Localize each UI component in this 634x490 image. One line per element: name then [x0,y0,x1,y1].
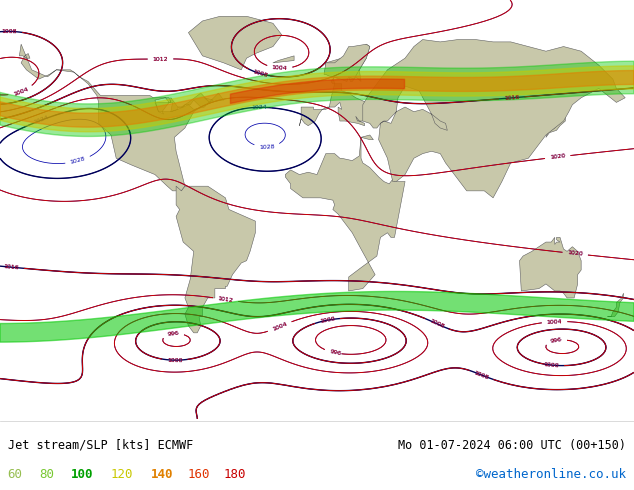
Text: 1008: 1008 [252,69,269,78]
Text: Mo 01-07-2024 06:00 UTC (00+150): Mo 01-07-2024 06:00 UTC (00+150) [398,439,626,452]
Text: 1024: 1024 [33,115,49,125]
Text: 1012: 1012 [153,56,168,62]
Text: 1000: 1000 [167,358,183,363]
Text: 1004: 1004 [271,321,288,332]
Text: 996: 996 [550,337,562,344]
Text: 1012: 1012 [217,296,234,303]
Text: 996: 996 [550,337,562,344]
Text: 1008: 1008 [474,370,489,380]
Text: 1016: 1016 [504,95,520,101]
Text: 1004: 1004 [272,65,288,71]
Text: 1000: 1000 [543,362,559,368]
Text: 996: 996 [329,349,342,356]
Text: 140: 140 [151,468,173,481]
Text: 160: 160 [187,468,209,481]
Text: 1012: 1012 [153,56,168,62]
Text: Jet stream/SLP [kts] ECMWF: Jet stream/SLP [kts] ECMWF [8,439,193,452]
Text: 1028: 1028 [259,144,275,149]
Text: 1004: 1004 [13,86,29,97]
Text: 1020: 1020 [550,153,566,160]
Text: 100: 100 [71,468,93,481]
Text: 1028: 1028 [70,156,86,166]
Text: 996: 996 [167,331,179,337]
Text: 180: 180 [223,468,245,481]
Text: 1020: 1020 [567,250,583,257]
Text: 1004: 1004 [271,321,288,332]
Text: 1016: 1016 [504,95,520,101]
Text: 1008: 1008 [2,29,17,34]
Text: 1012: 1012 [217,296,234,303]
Text: 1020: 1020 [567,250,583,257]
Text: 996: 996 [329,349,342,356]
Text: 1008: 1008 [474,370,489,380]
Text: 1016: 1016 [3,264,19,270]
Text: 1004: 1004 [272,65,288,71]
Text: ©weatheronline.co.uk: ©weatheronline.co.uk [476,468,626,481]
Text: 120: 120 [111,468,133,481]
Text: 1004: 1004 [13,86,29,97]
Text: 1024: 1024 [251,105,267,110]
Text: 1004: 1004 [547,319,562,324]
Text: 996: 996 [167,331,179,337]
Text: 1000: 1000 [320,317,335,324]
Text: 1016: 1016 [3,264,19,270]
Text: 1008: 1008 [2,29,17,34]
Text: 1008: 1008 [429,318,445,329]
Text: 1004: 1004 [547,319,562,324]
Text: 1000: 1000 [320,317,335,324]
Text: 1008: 1008 [429,318,445,329]
Text: 60: 60 [8,468,23,481]
Text: 1020: 1020 [550,153,566,160]
Text: 1000: 1000 [543,362,559,368]
Text: 1000: 1000 [167,358,183,363]
Text: 80: 80 [39,468,55,481]
Text: 1008: 1008 [252,69,269,78]
